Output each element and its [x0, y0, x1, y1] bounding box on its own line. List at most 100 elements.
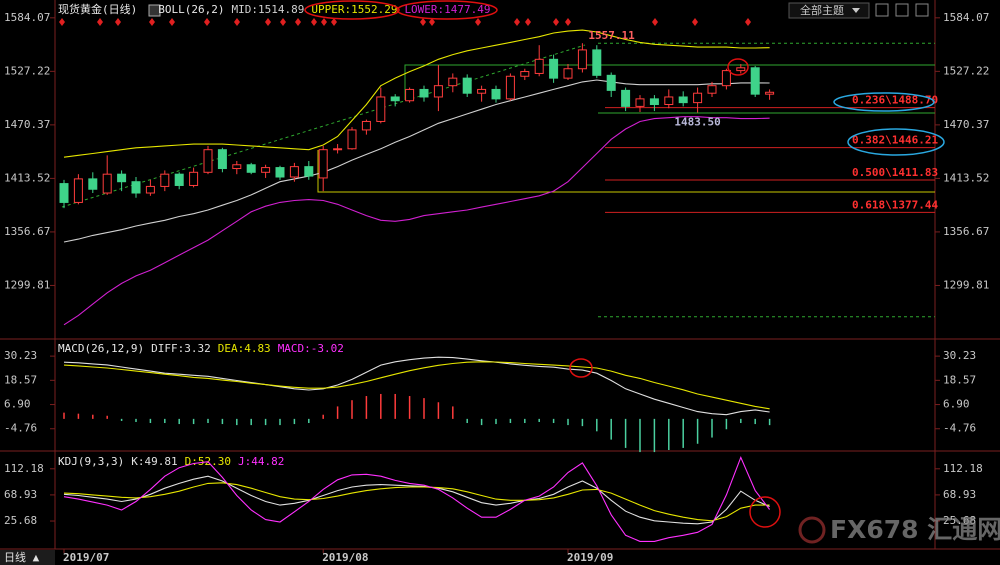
candle-body: [361, 120, 371, 131]
highlight-circle: [304, 0, 400, 20]
signal-marker: [169, 18, 175, 26]
candle-body: [606, 74, 616, 91]
signal-marker: [525, 18, 531, 26]
candle-body: [347, 129, 357, 150]
series-line: [63, 29, 770, 158]
candle-body: [448, 77, 458, 87]
indicator-name: BOLL(26,2): [158, 3, 224, 16]
candle-body: [275, 167, 285, 178]
y-tick-label: 1413.52: [4, 171, 50, 184]
fib-label: 0.236\1488.70: [852, 94, 938, 107]
highlight-circle: [749, 496, 781, 528]
candle-body: [563, 68, 573, 79]
candle-body: [59, 183, 69, 203]
candle-body: [160, 173, 170, 187]
candle-body: [678, 96, 688, 104]
candle-body: [405, 88, 415, 102]
candle-body: [102, 173, 112, 194]
y-tick-label: 1527.22: [943, 64, 989, 77]
period-button[interactable]: 日线 ▲: [4, 550, 40, 564]
series-line: [63, 482, 770, 522]
legend-entry: DIFF:3.32: [151, 342, 211, 355]
dropdown-arrow: [852, 8, 860, 13]
y-tick-label: 1413.52: [943, 171, 989, 184]
y-tick-label: 1356.67: [4, 225, 50, 238]
x-tick-label: 2019/09: [567, 551, 613, 564]
signal-marker: [692, 18, 698, 26]
candle-body: [664, 96, 674, 106]
theme-button[interactable]: [788, 2, 870, 19]
candle-body: [707, 85, 717, 94]
tool-icon[interactable]: [915, 3, 929, 17]
y-tick-label: -4.76: [4, 422, 37, 435]
period-button-bg[interactable]: [0, 550, 55, 565]
watermark-logo: [798, 516, 826, 544]
candle-body: [174, 173, 184, 186]
signal-marker: [265, 18, 271, 26]
candle-body: [491, 88, 501, 100]
series-line: [63, 79, 770, 243]
price-annotation: 1557.11: [588, 29, 635, 42]
candle-body: [419, 88, 429, 98]
candle-body: [635, 98, 645, 107]
candle-body: [246, 164, 256, 173]
fib-label: 0.618\1377.44: [852, 198, 938, 211]
signal-marker: [204, 18, 210, 26]
candle-body: [693, 92, 703, 104]
candle-body: [217, 149, 227, 170]
candle-body: [318, 149, 328, 179]
signal-marker: [311, 18, 317, 26]
candle-body: [289, 166, 299, 178]
signal-marker: [295, 18, 301, 26]
signal-marker: [321, 18, 327, 26]
highlight-ellipse: [847, 128, 945, 156]
y-tick-label: -4.76: [943, 422, 976, 435]
candle-body: [549, 58, 559, 79]
y-tick-label: 1527.22: [4, 64, 50, 77]
candle-body: [73, 178, 83, 203]
x-tick-label: 2019/07: [63, 551, 109, 564]
price-annotation: 1483.50: [674, 116, 720, 129]
candle-body: [477, 88, 487, 94]
watermark: FX678 汇通网: [830, 515, 1000, 544]
series-line: [63, 475, 770, 525]
signal-marker: [429, 18, 435, 26]
fib-label: 0.382\1446.21: [852, 134, 938, 147]
highlight-ellipse: [833, 92, 935, 112]
signal-marker: [149, 18, 155, 26]
y-tick-label: 1356.67: [943, 225, 989, 238]
y-tick-label: 112.18: [4, 462, 44, 475]
signal-marker: [475, 18, 481, 26]
highlight-circle: [727, 58, 749, 76]
y-tick-label: 68.93: [4, 488, 37, 501]
legend-entry: K:49.81: [131, 455, 177, 468]
candle-body: [117, 173, 127, 183]
chart-title: MACD(26,12,9): [58, 342, 144, 355]
y-tick-label: 68.93: [943, 488, 976, 501]
signal-marker: [280, 18, 286, 26]
candle-body: [721, 70, 731, 87]
candle-body: [736, 67, 746, 72]
candle-body: [261, 167, 271, 173]
signal-marker: [565, 18, 571, 26]
y-tick-label: 1470.37: [943, 118, 989, 131]
candle-body: [462, 77, 472, 94]
series-line: [63, 361, 770, 410]
y-tick-label: 112.18: [943, 462, 983, 475]
y-tick-label: 18.57: [943, 373, 976, 386]
y-tick-label: 6.90: [4, 398, 31, 411]
legend-entry: LOWER:1477.49: [404, 3, 490, 16]
series-line: [63, 356, 770, 416]
range-box: [404, 64, 935, 100]
level-line: [317, 150, 935, 193]
tool-icon[interactable]: [895, 3, 909, 17]
candle-body: [376, 96, 386, 122]
theme-button-label: 全部主题: [800, 3, 844, 17]
chart-title: 现货黄金(日线): [58, 2, 137, 16]
y-tick-label: 1584.07: [4, 11, 50, 24]
y-tick-label: 30.23: [4, 349, 37, 362]
signal-marker: [234, 18, 240, 26]
candle-body: [765, 91, 775, 95]
tool-icon[interactable]: [875, 3, 889, 17]
legend-entry: MID:1514.89: [231, 3, 304, 16]
